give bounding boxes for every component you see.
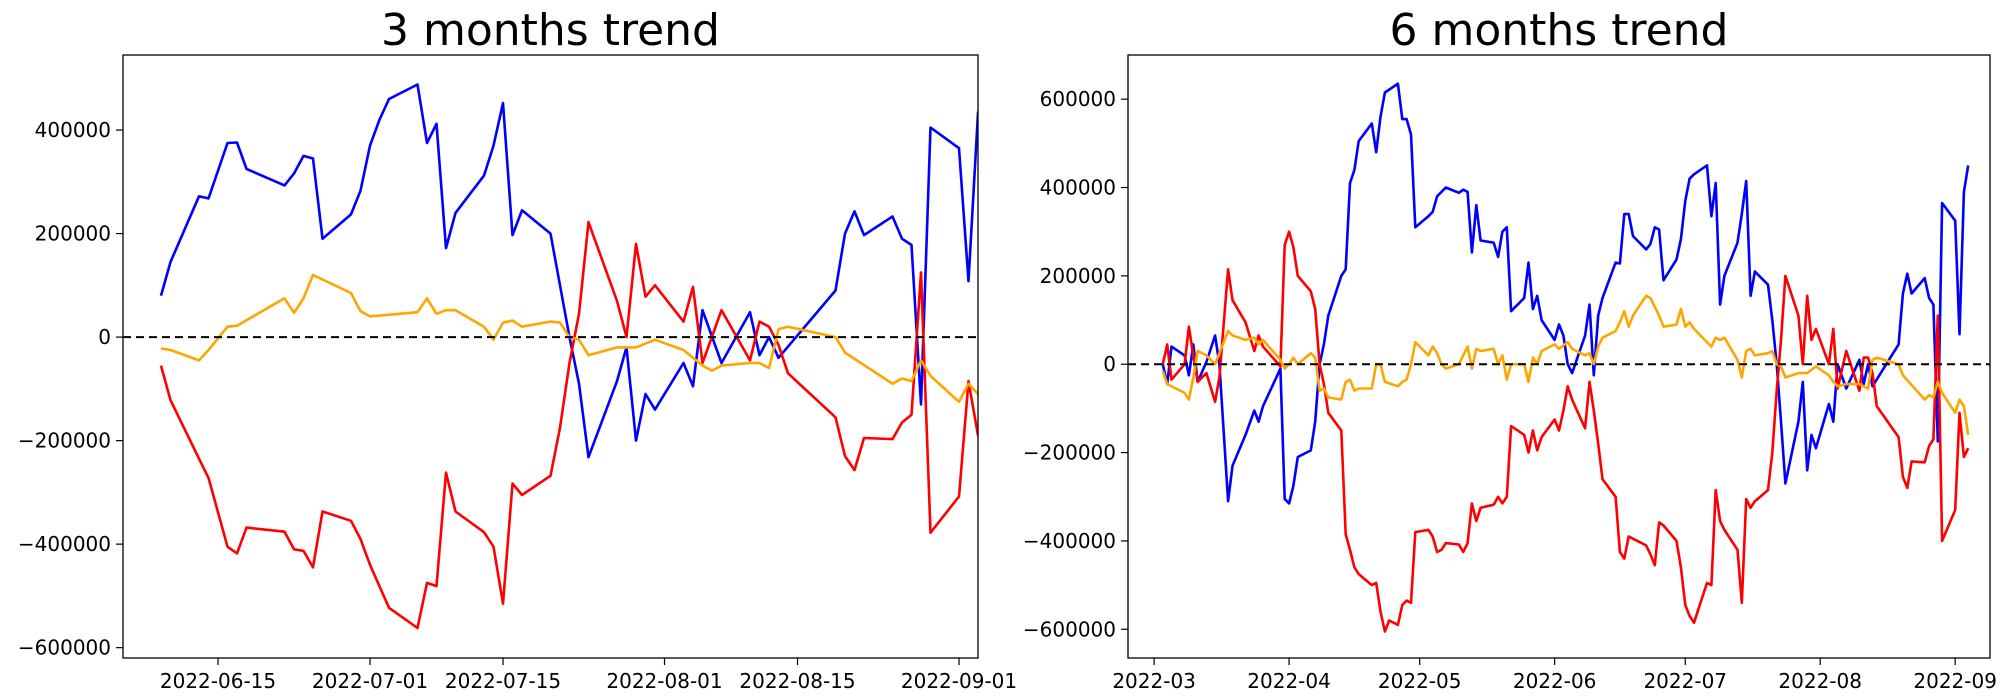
orange-series [160, 273, 978, 404]
y-tick-label: −400000 [18, 532, 111, 556]
orange-series [1161, 294, 1970, 436]
plot-area [159, 83, 978, 630]
y-tick-label: 200000 [1040, 264, 1116, 288]
y-tick-label: −400000 [1023, 529, 1116, 553]
chart-6-months: 6 months trend −600000 −400000 −200000 0 2000… [1023, 5, 1997, 693]
axes-frame [1127, 54, 1991, 659]
x-tick-label: 2022-07 [1643, 669, 1727, 693]
blue-series [159, 83, 978, 459]
x-tick-label: 2022-06 [1513, 669, 1597, 693]
y-tick-label: −200000 [18, 429, 111, 453]
y-tick-label: 0 [98, 325, 111, 349]
y-tick-label: 200000 [35, 222, 111, 246]
y-tick-label: −600000 [18, 636, 111, 660]
red-series [159, 220, 978, 630]
x-tick-label: 2022-08 [1778, 669, 1862, 693]
x-tick-label: 2022-09 [1913, 669, 1997, 693]
chart-title: 6 months trend [1390, 5, 1729, 56]
x-tick-label: 2022-05 [1378, 669, 1462, 693]
y-tick-label: 400000 [35, 118, 111, 142]
chart-title: 3 months trend [381, 5, 720, 56]
blue-series [1161, 82, 1970, 505]
red-series [1161, 230, 1970, 633]
x-tick-label: 2022-04 [1247, 669, 1331, 693]
y-tick-label: 600000 [1040, 87, 1116, 111]
x-tick-label: 2022-03 [1112, 669, 1196, 693]
y-tick-label: −600000 [1023, 617, 1116, 641]
x-tick-label: 2022-08-01 [606, 669, 722, 693]
y-tick-label: −200000 [1023, 441, 1116, 465]
y-tick-label: 0 [1103, 352, 1116, 376]
x-tick-label: 2022-07-15 [445, 669, 561, 693]
x-tick-label: 2022-07-01 [312, 669, 428, 693]
x-tick-label: 2022-06-15 [160, 669, 276, 693]
axes-frame [122, 54, 979, 659]
chart-3-months: 3 months trend −600000 −400000 −200000 0 2000… [18, 5, 1017, 693]
y-tick-label: 400000 [1040, 176, 1116, 200]
x-tick-label: 2022-08-15 [739, 669, 855, 693]
plot-area [1161, 82, 1970, 633]
x-tick-label: 2022-09-01 [901, 669, 1017, 693]
